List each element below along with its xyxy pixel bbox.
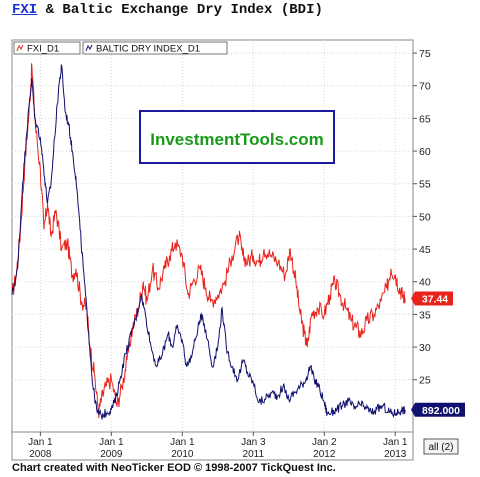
x-tick-label-year: 2011 [243,449,265,460]
x-tick-label-month: Jan 2 [312,437,337,448]
last-value-label-bdi: 892.000 [422,405,460,417]
x-tick-label-year: 2009 [100,449,123,460]
y-tick-label: 45 [419,244,431,256]
plot-area [11,39,414,433]
watermark: InvestmentTools.com [139,110,335,164]
x-tick-label-month: Jan 3 [241,437,266,448]
y-tick-label: 25 [419,375,431,387]
x-axis-band [11,431,414,461]
x-tick-label-month: Jan 1 [170,437,195,448]
y-axis-ticks: 25 30 35 40 45 50 55 60 65 70 75 [413,48,431,387]
last-value-tag-fxi [411,291,453,306]
y-tick-label: 50 [419,211,431,223]
fxi-symbol-link[interactable]: FXI [12,2,38,18]
last-value-tag-bdi [411,402,465,417]
y-tick-label: 55 [419,179,431,191]
legend-bdi-swatch-icon [85,44,93,52]
y-tick-label: 40 [419,277,431,289]
x-tick-label-year: 2012 [313,449,336,460]
y-tick-label: 60 [419,146,431,158]
last-value-labels: 37.44 892.000 [411,291,465,417]
x-tick-label-month: Jan 1 [99,437,124,448]
x-tick-label-year: 2008 [29,449,52,460]
watermark-text: InvestmentTools.com [150,130,324,149]
y-tick-label: 30 [419,342,431,354]
x-tick-label-month: Jan 1 [383,437,408,448]
x-tick-label-year: 2013 [384,449,407,460]
chart-title-rest: & Baltic Exchange Dry Index (BDI) [37,2,323,18]
y-tick-label: 75 [419,48,431,60]
x-tick-label-month: Jan 1 [28,437,53,448]
y-tick-label: 70 [419,81,431,93]
legend-label-bdi: BALTIC DRY INDEX_D1 [96,44,200,55]
legend-label-fxi: FXI_D1 [27,44,59,55]
series-lines [11,63,406,420]
legend-item-fxi-box [13,41,81,55]
y-tick-label: 65 [419,113,431,125]
last-value-label-fxi: 37.44 [422,293,448,305]
series-line-bdi [11,64,406,420]
watermark-box [139,110,335,164]
y-tick-label: 35 [419,309,431,321]
legend: FXI_D1 BALTIC DRY INDEX_D1 [13,41,228,55]
range-all-button-label: all (2) [428,442,453,453]
range-all-button[interactable] [423,438,459,455]
chart-footer-credit: Chart created with NeoTicker EOD © 1998-… [12,462,336,474]
legend-item-bdi-box [82,41,228,55]
series-line-fxi [11,63,406,419]
legend-fxi-swatch-icon [16,44,24,52]
x-tick-label-year: 2010 [171,449,194,460]
chart-title: FXI & Baltic Exchange Dry Index (BDI) [12,2,323,18]
